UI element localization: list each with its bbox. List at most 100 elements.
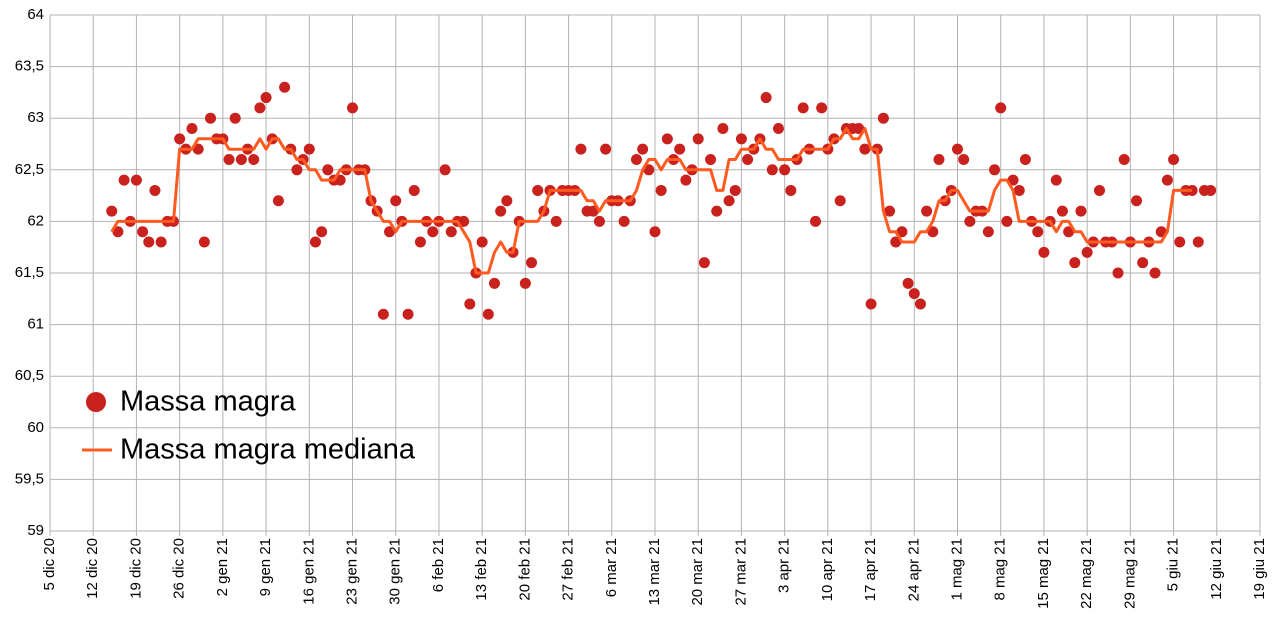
data-point: [1112, 267, 1124, 279]
data-point: [735, 133, 747, 145]
data-point: [933, 153, 945, 165]
data-point: [1161, 174, 1173, 186]
data-point: [303, 143, 315, 155]
data-point: [729, 184, 741, 196]
legend-symbol: [86, 392, 106, 412]
data-point: [235, 153, 247, 165]
data-point: [921, 205, 933, 217]
data-point: [643, 164, 655, 176]
data-point: [1168, 153, 1180, 165]
data-point: [1137, 257, 1149, 269]
data-point: [1050, 174, 1062, 186]
data-point: [414, 236, 426, 248]
data-point: [958, 153, 970, 165]
data-point: [816, 102, 828, 114]
data-point: [908, 288, 920, 300]
data-point: [143, 236, 155, 248]
data-point: [254, 102, 266, 114]
median-line: [110, 127, 1193, 275]
data-point: [260, 92, 272, 104]
y-tick-label: 63,5: [15, 58, 44, 75]
y-tick-label: 60: [27, 419, 44, 436]
data-point: [316, 226, 328, 238]
data-point: [680, 174, 692, 186]
data-point: [501, 195, 513, 207]
data-point: [717, 123, 729, 135]
legend-label: Massa magra mediana: [120, 434, 416, 466]
data-point: [884, 205, 896, 217]
data-point: [291, 164, 303, 176]
y-tick-label: 61: [27, 316, 44, 333]
data-point: [130, 174, 142, 186]
data-point: [248, 153, 260, 165]
y-tick-label: 63: [27, 109, 44, 126]
data-point: [705, 153, 717, 165]
x-tick-label: 9 gen 21: [257, 538, 274, 596]
data-point: [766, 164, 778, 176]
data-point: [377, 308, 389, 320]
x-tick-label: 26 dic 20: [171, 538, 188, 599]
x-tick-label: 27 mar 21: [732, 538, 749, 606]
data-point: [772, 123, 784, 135]
data-point: [630, 153, 642, 165]
x-tick-label: 5 dic 20: [41, 538, 58, 591]
data-point: [587, 205, 599, 217]
data-point: [550, 215, 562, 227]
x-tick-label: 12 giu 21: [1208, 538, 1225, 600]
x-tick-label: 13 mar 21: [646, 538, 663, 606]
data-point: [1001, 215, 1013, 227]
data-point: [532, 184, 544, 196]
data-point: [1075, 205, 1087, 217]
data-point: [902, 277, 914, 289]
data-point: [1019, 153, 1031, 165]
x-tick-label: 13 feb 21: [473, 538, 490, 601]
data-point: [853, 123, 865, 135]
data-point: [760, 92, 772, 104]
x-tick-label: 12 dic 20: [84, 538, 101, 599]
data-point: [914, 298, 926, 310]
data-point: [655, 184, 667, 196]
x-tick-label: 5 giu 21: [1165, 538, 1182, 591]
data-point: [661, 133, 673, 145]
x-tick-label: 1 mag 21: [948, 538, 965, 601]
data-point: [526, 257, 538, 269]
x-tick-label: 27 feb 21: [560, 538, 577, 601]
data-point: [865, 298, 877, 310]
y-tick-label: 62: [27, 212, 44, 229]
data-point: [797, 102, 809, 114]
data-point: [1093, 184, 1105, 196]
data-point: [464, 298, 476, 310]
data-point: [106, 205, 118, 217]
data-point: [334, 174, 346, 186]
data-point: [390, 195, 402, 207]
data-point: [989, 164, 1001, 176]
data-point: [637, 143, 649, 155]
data-point: [149, 184, 161, 196]
data-point: [1056, 205, 1068, 217]
data-point: [118, 174, 130, 186]
data-point: [1013, 184, 1025, 196]
x-tick-label: 15 mag 21: [1035, 538, 1052, 609]
data-point: [995, 102, 1007, 114]
data-point: [198, 236, 210, 248]
data-point: [112, 226, 124, 238]
data-point: [674, 143, 686, 155]
data-point: [347, 102, 358, 114]
data-point: [205, 112, 217, 124]
data-point: [155, 236, 167, 248]
data-point: [779, 164, 791, 176]
x-tick-label: 17 apr 21: [862, 538, 879, 601]
y-tick-label: 60,5: [15, 367, 44, 384]
data-point: [964, 215, 976, 227]
data-point: [785, 184, 797, 196]
x-tick-label: 8 mag 21: [992, 538, 1009, 601]
data-point: [1205, 184, 1217, 196]
data-point: [927, 226, 939, 238]
data-point: [445, 226, 457, 238]
x-tick-label: 6 mar 21: [603, 538, 620, 597]
data-point: [223, 153, 235, 165]
x-tick-label: 29 mag 21: [1121, 538, 1138, 609]
data-point: [649, 226, 661, 238]
data-point: [600, 143, 612, 155]
data-point: [192, 143, 204, 155]
